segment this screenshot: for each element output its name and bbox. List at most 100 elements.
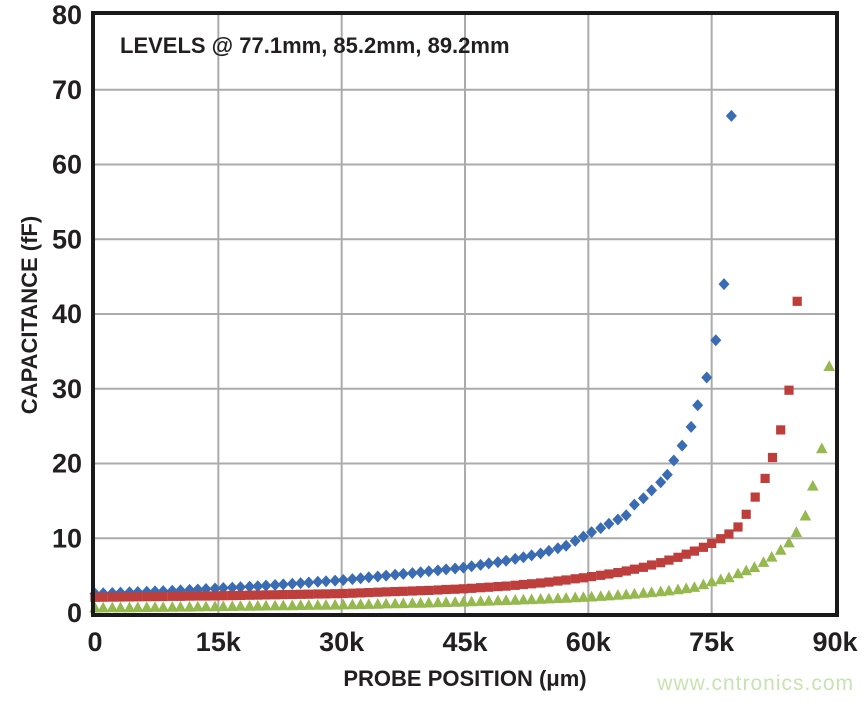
data-point (561, 575, 571, 585)
data-point (201, 591, 211, 601)
y-tick-label: 20 (52, 449, 82, 479)
data-point (423, 565, 435, 578)
data-point (141, 601, 153, 612)
data-point (303, 576, 315, 589)
data-point (261, 590, 271, 600)
data-point (458, 584, 468, 594)
data-point (337, 574, 349, 586)
data-point (260, 579, 272, 592)
data-point (380, 569, 392, 582)
x-tick-label: 30k (319, 627, 365, 657)
y-tick-label: 0 (67, 598, 82, 628)
data-point (689, 546, 699, 556)
plot-frame (91, 11, 839, 617)
data-point (432, 596, 444, 608)
data-point (440, 563, 452, 576)
data-point (680, 582, 692, 594)
data-point (245, 590, 255, 600)
data-point (381, 587, 391, 597)
data-point (661, 468, 673, 481)
data-point (390, 587, 400, 597)
data-point (784, 385, 794, 395)
data-point (534, 593, 547, 604)
data-point (673, 552, 683, 562)
y-tick-label: 80 (52, 0, 82, 30)
data-point (114, 601, 127, 613)
data-point (217, 600, 230, 612)
data-point (685, 420, 697, 433)
gridlines (95, 15, 835, 613)
data-point (226, 581, 238, 594)
data-point (457, 595, 470, 607)
data-point (823, 360, 835, 371)
data-point (363, 598, 375, 609)
data-point (645, 586, 658, 598)
data-point (776, 425, 786, 435)
data-point (294, 599, 307, 610)
data-point (629, 564, 639, 574)
data-point (235, 581, 246, 594)
series-level-85.2mm-markers (90, 296, 802, 602)
data-point (432, 564, 444, 577)
data-point (115, 592, 126, 602)
watermark: www.cntronics.com (657, 672, 854, 695)
data-point (765, 550, 778, 562)
data-point (595, 522, 607, 535)
data-point (569, 534, 581, 547)
data-point (604, 569, 614, 579)
data-point (724, 529, 734, 539)
data-point (227, 591, 237, 601)
data-point (664, 555, 674, 565)
data-point (647, 560, 657, 570)
data-point (620, 509, 632, 522)
data-point (313, 589, 323, 599)
data-point (466, 560, 478, 573)
data-point (321, 589, 331, 599)
data-point (578, 573, 588, 583)
data-point (338, 588, 348, 599)
series-level-89.2mm-markers (89, 360, 835, 613)
data-point (449, 562, 461, 575)
data-point (355, 572, 367, 585)
data-point (500, 554, 512, 567)
data-point (710, 334, 722, 347)
data-point (716, 534, 726, 544)
data-point (380, 597, 392, 609)
data-point (527, 579, 537, 589)
data-point (501, 581, 511, 591)
data-point (698, 542, 708, 552)
data-point (277, 599, 290, 611)
data-point (287, 589, 297, 600)
data-point (723, 571, 735, 583)
data-point (210, 591, 220, 601)
data-point (603, 517, 615, 530)
data-point (244, 580, 256, 593)
data-point (372, 570, 384, 583)
data-point (757, 556, 770, 567)
data-point (560, 592, 572, 603)
data-point (295, 577, 307, 590)
data-point (517, 593, 530, 605)
data-point (149, 601, 161, 612)
x-axis-title: PROBE POSITION (μm) (343, 666, 587, 691)
data-point (320, 599, 332, 610)
data-point (346, 598, 359, 610)
data-point (492, 556, 504, 569)
data-point (767, 452, 778, 463)
data-point (433, 585, 443, 595)
data-point (577, 530, 589, 543)
y-tick-label: 60 (52, 150, 82, 180)
data-point (356, 588, 366, 598)
data-point (98, 592, 108, 602)
data-point (406, 597, 419, 608)
data-point (157, 601, 169, 612)
data-point (676, 439, 688, 452)
data-point (585, 590, 598, 602)
data-point (467, 583, 477, 593)
data-point (535, 547, 547, 560)
data-point (543, 592, 555, 604)
data-point (646, 484, 658, 497)
data-point (107, 592, 117, 602)
data-point (509, 552, 521, 565)
data-point (252, 580, 264, 593)
